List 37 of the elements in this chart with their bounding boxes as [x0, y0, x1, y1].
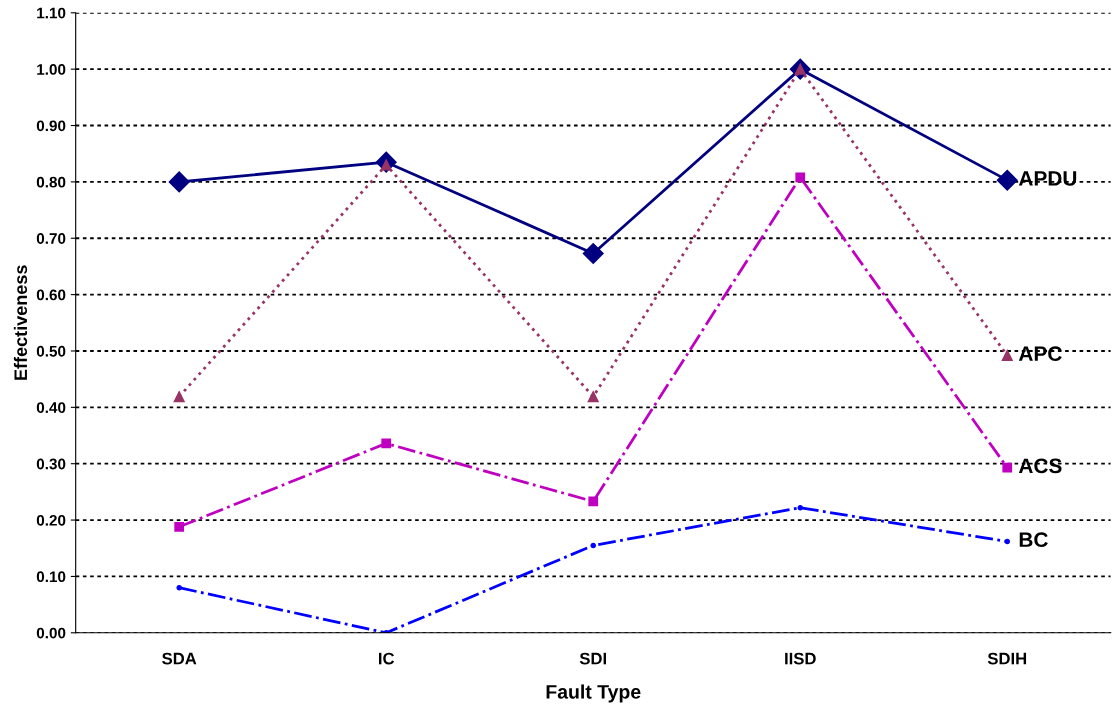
point [1001, 349, 1013, 362]
point [587, 391, 599, 403]
x-tick-label: SDIH [987, 652, 1027, 665]
y-tick-label: 0.80 [36, 176, 66, 188]
point [174, 521, 185, 532]
series-label: APDU [1018, 171, 1077, 186]
y-tick-label: 0.50 [36, 345, 66, 357]
x-tick-label: SDA [162, 652, 197, 665]
y-tick-label: 0.30 [36, 458, 66, 470]
y-tick-label: 0.90 [36, 120, 66, 132]
point [582, 242, 604, 264]
y-tick-label: 0.60 [36, 289, 66, 301]
point [381, 438, 392, 449]
point [590, 542, 597, 549]
y-tick-label: 0.10 [36, 571, 66, 583]
point [1002, 462, 1013, 473]
point [996, 169, 1018, 191]
point [797, 504, 804, 511]
x-tick-label: SDI [579, 652, 607, 665]
y-tick-label: 0.20 [36, 514, 66, 526]
series-label: ACS [1018, 458, 1062, 474]
y-tick-label: 0.70 [36, 233, 66, 244]
y-axis-title: Effectiveness [13, 265, 28, 380]
x-tick-label: IC [378, 652, 395, 665]
point [168, 171, 190, 193]
x-tick-label: IISD [785, 652, 816, 665]
y-tick-label: 1.00 [37, 64, 66, 75]
point [1004, 538, 1011, 545]
point [588, 496, 599, 507]
point [176, 584, 182, 591]
point [795, 172, 806, 183]
y-tick-label: 0.00 [36, 627, 66, 639]
y-tick-label: 0.40 [36, 402, 66, 414]
x-axis-title: Fault Type [546, 684, 641, 703]
series-label: BC [1019, 532, 1048, 548]
y-tick-label: 1.10 [37, 7, 66, 19]
point [173, 391, 185, 403]
